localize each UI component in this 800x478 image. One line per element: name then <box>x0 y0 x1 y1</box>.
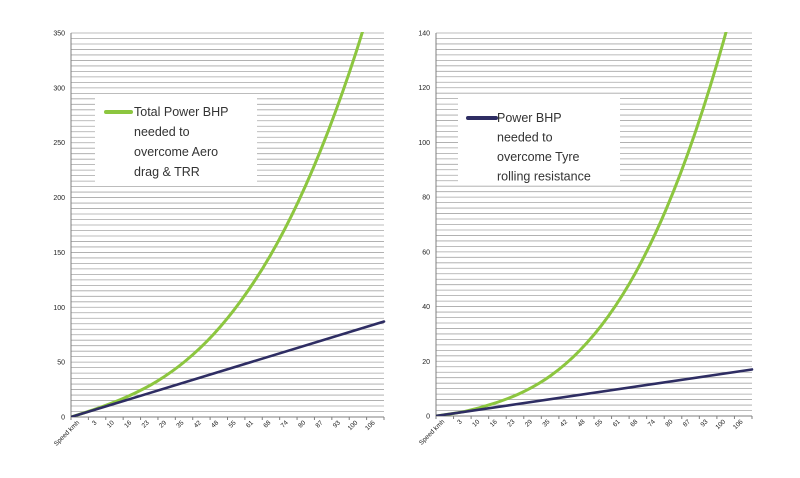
y-tick-label: 40 <box>422 304 430 311</box>
x-tick-label: 80 <box>664 418 674 428</box>
x-tick-label: 35 <box>541 418 551 428</box>
x-tick-label: 42 <box>559 418 569 428</box>
x-tick-label: 3 <box>456 418 464 426</box>
y-tick-label: 80 <box>422 195 430 202</box>
x-tick-label: 80 <box>297 419 307 429</box>
y-tick-label: 0 <box>61 415 65 422</box>
y-tick-label: 150 <box>53 250 65 257</box>
legend-label: Power BHP <box>497 111 562 125</box>
y-tick-label: 350 <box>53 31 65 38</box>
x-tick-label: 3 <box>91 419 99 427</box>
x-tick-label: 93 <box>332 419 342 429</box>
x-tick-label: 10 <box>106 419 116 429</box>
x-tick-label: 16 <box>123 419 133 429</box>
series-line-navy <box>436 368 754 416</box>
right-chart: 0 20 40 60 80 100 120 140 Speed kmh 3 10 16 23 29 35 42… <box>418 31 754 447</box>
x-tick-label: 61 <box>245 419 255 429</box>
x-tick-label: 55 <box>594 418 604 428</box>
x-tick-label: 48 <box>210 419 220 429</box>
legend-label: Total Power BHP <box>134 105 228 119</box>
x-tick-label: 74 <box>647 418 657 428</box>
y-tick-label: 20 <box>422 359 430 366</box>
y-tick-label: 140 <box>418 31 430 38</box>
legend-box <box>458 96 620 185</box>
x-tick-label: 29 <box>158 419 168 429</box>
y-tick-label: 100 <box>53 305 65 312</box>
legend-label: rolling resistance <box>497 170 591 184</box>
x-tick-label: Speed kmh <box>418 418 446 446</box>
x-tick-label: 35 <box>175 419 185 429</box>
series-line-green <box>71 32 364 417</box>
x-tick-label: 74 <box>280 419 290 429</box>
series-line-navy <box>71 320 386 417</box>
x-tick-label: 93 <box>699 418 709 428</box>
legend-label: overcome Tyre <box>497 150 579 164</box>
x-tick-label: 68 <box>629 418 639 428</box>
x-tick-label: 100 <box>714 418 727 431</box>
x-tick-label: 55 <box>228 419 238 429</box>
y-tick-label: 0 <box>426 414 430 421</box>
x-tick-label: 87 <box>682 418 692 428</box>
left-chart: 0 50 100 150 200 250 300 350 Speed kmh 3 10 16 23 29 3… <box>53 31 386 448</box>
x-tick-label: 48 <box>577 418 587 428</box>
y-tick-label: 300 <box>53 85 65 92</box>
y-tick-label: 50 <box>57 360 65 367</box>
y-tick-label: 60 <box>422 249 430 256</box>
y-tick-label: 100 <box>418 140 430 147</box>
x-tick-label: 106 <box>732 418 745 431</box>
x-tick-label: 100 <box>347 419 360 432</box>
x-tick-label: 29 <box>524 418 534 428</box>
legend-label: needed to <box>134 125 190 139</box>
x-tick-label: 42 <box>193 419 203 429</box>
x-tick-label: Speed kmh <box>53 419 81 447</box>
x-tick-label: 106 <box>364 419 377 432</box>
series-line-green <box>436 32 728 416</box>
legend-label: overcome Aero <box>134 145 218 159</box>
y-tick-label: 120 <box>418 85 430 92</box>
y-tick-label: 200 <box>53 195 65 202</box>
x-tick-label: 10 <box>471 418 481 428</box>
x-tick-label: 68 <box>262 419 272 429</box>
y-tick-label: 250 <box>53 140 65 147</box>
legend-label: needed to <box>497 131 553 145</box>
x-tick-label: 87 <box>314 419 324 429</box>
x-tick-label: 16 <box>489 418 499 428</box>
x-tick-label: 61 <box>612 418 622 428</box>
legend-label: drag & TRR <box>134 165 200 179</box>
x-tick-label: 23 <box>506 418 516 428</box>
x-tick-label: 23 <box>141 419 151 429</box>
